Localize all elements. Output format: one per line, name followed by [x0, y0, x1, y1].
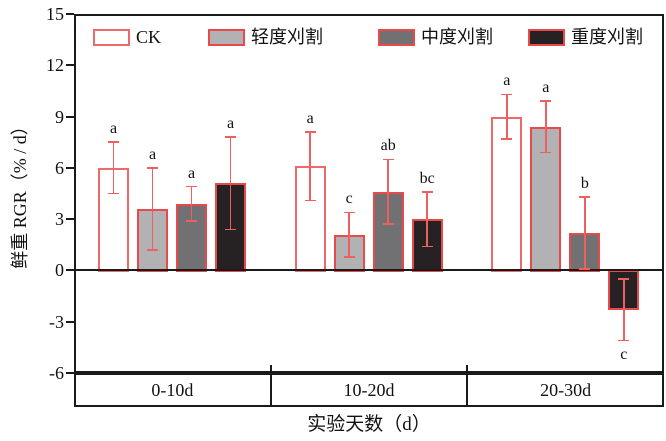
category-separator	[269, 375, 272, 405]
error-bar-cap-bottom	[304, 199, 316, 202]
error-bar-line	[623, 278, 625, 341]
sig-letter: a	[503, 72, 511, 90]
error-bar-line	[584, 196, 586, 269]
error-bar-cap-top	[501, 93, 513, 96]
sig-letter: a	[109, 120, 118, 138]
legend-swatch-CK	[93, 28, 130, 46]
legend-label-中度刈割: 中度刈割	[421, 27, 493, 47]
y-tick-mark	[66, 320, 74, 323]
y-tick-mark	[66, 13, 74, 15]
category-boundary-tick	[466, 365, 469, 373]
category-band	[74, 373, 664, 407]
sig-letter: a	[148, 145, 157, 163]
error-bar-cap-bottom	[421, 245, 433, 248]
error-bar-line	[229, 137, 232, 230]
error-bar-cap-top	[186, 185, 197, 188]
legend-item-CK: CK	[93, 27, 161, 47]
error-bar-line	[190, 186, 193, 221]
sig-letter: a	[542, 79, 550, 97]
sig-letter: bc	[419, 169, 435, 187]
error-bar-line	[348, 212, 350, 257]
y-tick-label: 0	[55, 260, 64, 281]
legend-swatch-重度刈割	[528, 28, 565, 46]
error-bar-cap-top	[579, 196, 591, 198]
error-bar-cap-bottom	[382, 223, 394, 226]
sig-letter: b	[580, 174, 589, 192]
error-bar-line	[506, 94, 508, 139]
error-bar-cap-bottom	[618, 339, 630, 342]
error-bar-cap-bottom	[501, 137, 513, 140]
y-tick-label: -6	[49, 363, 64, 383]
error-bar-line	[309, 131, 311, 201]
y-axis-label: 鲜重 RGR（% / d）	[10, 117, 30, 269]
x-axis-label: 实验天数（d）	[307, 414, 431, 435]
error-bar-line	[545, 101, 547, 153]
y-tick-mark	[66, 372, 74, 374]
legend-label-轻度刈割: 轻度刈割	[251, 27, 323, 47]
sig-letter: a	[306, 109, 314, 127]
error-bar-cap-bottom	[540, 151, 552, 154]
legend-item-中度刈割: 中度刈割	[378, 27, 493, 47]
error-bar-line	[151, 167, 154, 250]
category-label-10-20d: 10-20d	[343, 380, 395, 400]
error-bar-cap-top	[108, 141, 119, 143]
category-separator	[466, 375, 469, 405]
error-bar-line	[387, 159, 389, 225]
legend-item-重度刈割: 重度刈割	[528, 27, 643, 47]
y-tick-mark	[66, 64, 74, 67]
error-bar-cap-bottom	[147, 249, 158, 251]
sig-letter: c	[345, 190, 353, 208]
y-tick-label: 12	[46, 55, 64, 76]
legend-label-重度刈割: 重度刈割	[571, 27, 643, 47]
bar-轻度刈割-20-30d	[530, 126, 562, 273]
sig-letter: c	[620, 345, 628, 363]
error-bar-cap-top	[540, 100, 552, 102]
error-bar-cap-top	[618, 278, 630, 280]
plot-area-frame	[74, 14, 664, 373]
error-bar-cap-bottom	[108, 192, 119, 195]
error-bar-cap-top	[421, 190, 433, 193]
legend-swatch-轻度刈割	[208, 28, 245, 46]
bar-CK-20-30d	[491, 116, 523, 273]
error-bar-cap-bottom	[579, 267, 591, 270]
legend-item-轻度刈割: 轻度刈割	[208, 27, 323, 47]
category-boundary-tick	[269, 365, 272, 373]
zero-baseline	[74, 269, 664, 272]
error-bar-cap-top	[147, 167, 158, 169]
error-bar-cap-bottom	[186, 220, 197, 222]
y-tick-mark	[66, 115, 74, 118]
y-tick-mark	[66, 218, 74, 221]
error-bar-line	[112, 142, 115, 194]
error-bar-cap-bottom	[225, 228, 236, 231]
error-bar-line	[426, 191, 428, 247]
y-tick-label: -3	[49, 311, 64, 332]
y-tick-label: 3	[55, 209, 64, 230]
y-tick-label: 15	[46, 4, 64, 24]
error-bar-cap-top	[304, 131, 316, 133]
legend-swatch-中度刈割	[378, 28, 415, 46]
error-bar-cap-top	[382, 158, 394, 161]
sig-letter: a	[187, 164, 196, 182]
legend-label-CK: CK	[136, 27, 162, 47]
y-tick-label: 6	[55, 157, 64, 178]
y-tick-mark	[66, 269, 74, 272]
error-bar-cap-top	[343, 211, 355, 214]
error-bar-cap-top	[225, 136, 236, 138]
error-bar-cap-bottom	[343, 255, 355, 258]
category-label-0-10d: 0-10d	[151, 380, 194, 400]
category-label-20-30d: 20-30d	[540, 380, 592, 400]
sig-letter: a	[226, 115, 235, 133]
sig-letter: ab	[380, 137, 396, 155]
y-tick-mark	[66, 166, 74, 169]
y-tick-label: 9	[55, 106, 64, 127]
